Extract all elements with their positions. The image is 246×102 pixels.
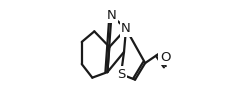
Text: N: N	[107, 9, 116, 22]
Text: N: N	[121, 22, 131, 35]
Text: O: O	[160, 50, 170, 64]
Text: S: S	[117, 68, 125, 81]
